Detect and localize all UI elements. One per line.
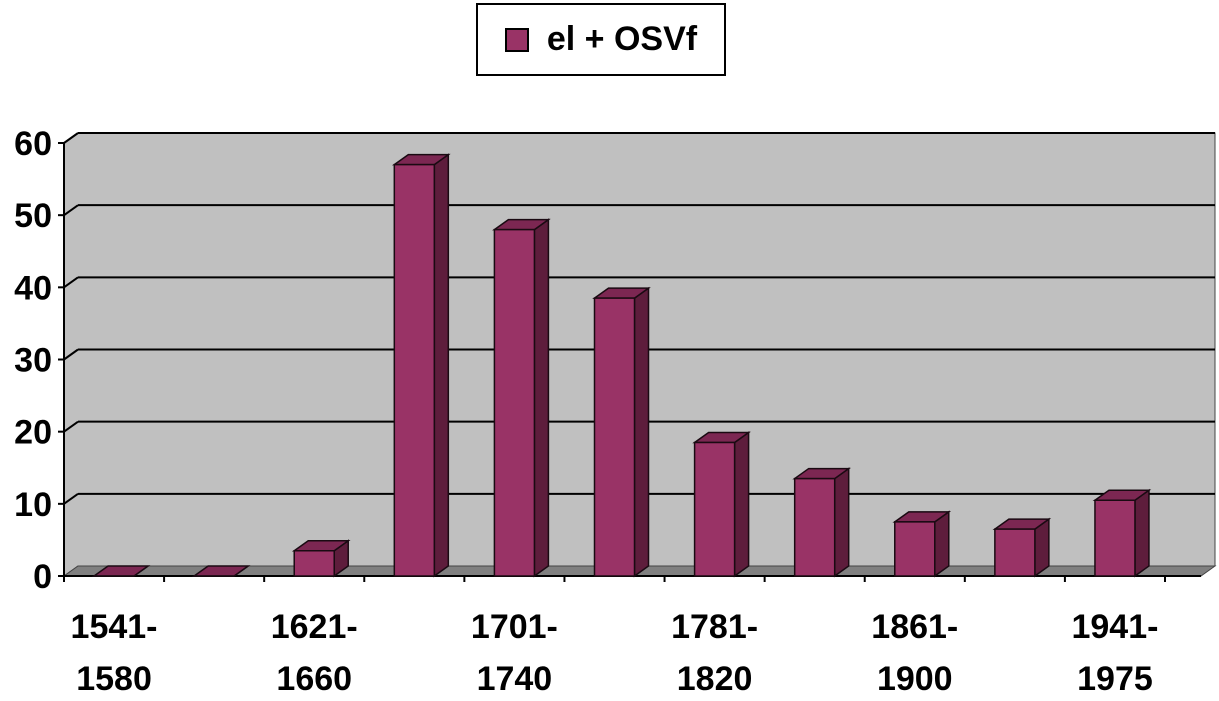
x-tick-label: 1975	[1077, 660, 1153, 698]
bar	[1092, 488, 1152, 578]
gridline	[63, 493, 79, 505]
bar-front	[693, 441, 736, 577]
gridline	[63, 132, 79, 144]
bar-front	[493, 228, 536, 577]
x-tick-label: 1781-	[671, 608, 758, 646]
legend: el + OSVf	[476, 3, 726, 76]
bar	[291, 539, 351, 578]
gridline	[63, 276, 79, 289]
x-tick-label: 1660	[276, 660, 352, 698]
bar-side	[1134, 488, 1150, 578]
y-tick-label: 40	[14, 269, 52, 307]
bar-front	[894, 521, 936, 577]
bar	[892, 510, 952, 578]
bar	[692, 431, 751, 578]
bar	[992, 517, 1052, 578]
x-tick-label: 1621-	[271, 608, 358, 646]
bar-side	[633, 286, 650, 578]
bar-side	[733, 431, 750, 578]
legend-label: el + OSVf	[546, 20, 698, 58]
bar-side	[433, 153, 450, 578]
bar-front	[1094, 499, 1136, 577]
gridline	[63, 348, 79, 361]
y-tick-label: 20	[14, 414, 52, 452]
x-tick-label: 1701-	[471, 608, 558, 646]
bar-side	[833, 467, 850, 578]
gridline	[63, 204, 79, 216]
bar	[592, 286, 651, 578]
bar-front	[293, 549, 335, 577]
x-tick-label: 1941-	[1071, 608, 1158, 646]
bar-front	[393, 163, 436, 577]
y-tick-label: 30	[14, 342, 52, 380]
x-tick-label: 1900	[877, 660, 953, 698]
legend-swatch	[504, 27, 529, 52]
bar	[91, 565, 151, 577]
x-tick-label: 1820	[677, 660, 753, 698]
bar-front	[593, 297, 636, 577]
bar-side	[934, 510, 950, 578]
y-tick-label: 50	[14, 197, 52, 235]
y-tick-label: 0	[33, 558, 52, 596]
bar	[492, 218, 551, 578]
x-tick-label: 1580	[76, 660, 152, 698]
x-tick-label: 1541-	[71, 608, 158, 646]
bar-side	[533, 218, 550, 578]
x-tick-label: 1740	[477, 660, 553, 698]
gridline	[63, 420, 79, 433]
bar-front	[793, 477, 836, 577]
bar-front	[994, 528, 1036, 577]
x-tick-label: 1861-	[871, 608, 958, 646]
bar	[391, 153, 451, 578]
y-tick-label: 60	[14, 125, 52, 163]
bar	[191, 565, 251, 577]
bar	[792, 467, 852, 578]
y-tick-label: 10	[14, 486, 52, 524]
